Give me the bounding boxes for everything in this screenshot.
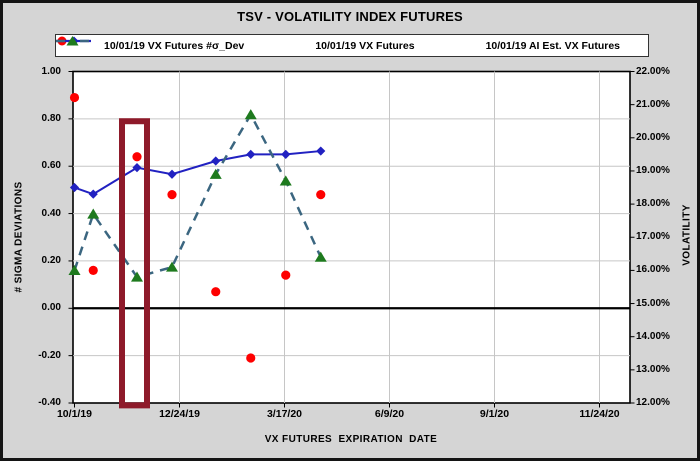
plot-canvas — [68, 70, 635, 409]
data-point-diamond — [281, 149, 291, 159]
data-point-triangle — [68, 264, 81, 275]
data-point-triangle — [279, 175, 292, 186]
data-point-circle — [316, 190, 326, 200]
data-point-diamond — [211, 156, 221, 166]
right-axis-tick-label: 16.00% — [636, 264, 670, 276]
legend-item-ai-est: 10/01/19 AI Est. VX Futures — [56, 36, 620, 52]
highlight-rect — [119, 118, 150, 409]
data-point-diamond — [316, 146, 326, 156]
data-point-triangle — [166, 261, 178, 272]
data-point-diamond — [88, 189, 98, 199]
data-point-circle — [132, 152, 142, 162]
right-axis-tick-label: 22.00% — [636, 65, 670, 77]
data-point-diamond — [132, 163, 142, 173]
legend-label: 10/01/19 AI Est. VX Futures — [485, 39, 620, 52]
data-point-triangle — [244, 109, 257, 120]
data-point-triangle — [314, 251, 327, 262]
series-line-diamond — [74, 150, 321, 196]
plot-area — [72, 70, 631, 404]
right-axis-tick-label: 19.00% — [636, 164, 670, 176]
left-axis-tick-label: 0.20 — [41, 254, 61, 266]
left-axis-tick-label: -0.20 — [38, 349, 61, 361]
series-line-triangle — [73, 112, 322, 279]
data-point-diamond — [167, 169, 177, 179]
right-axis-tick-label: 18.00% — [636, 198, 670, 210]
left-axis-tick-label: 1.00 — [41, 65, 61, 77]
chart-title: TSV - VOLATILITY INDEX FUTURES — [237, 9, 463, 24]
left-axis-tick-label: 0.00 — [41, 302, 61, 314]
right-axis-tick-label: 17.00% — [636, 231, 670, 243]
legend-label: 10/01/19 VX Futures #σ_Dev — [104, 39, 245, 52]
data-point-circle — [167, 190, 177, 200]
legend-label: 10/01/19 VX Futures — [315, 39, 415, 52]
data-point-circle — [281, 270, 291, 280]
right-axis-tick-label: 15.00% — [636, 297, 670, 309]
data-point-triangle — [87, 208, 100, 219]
left-axis-tick-label: 0.60 — [41, 160, 61, 172]
legend-item-sigma-dev: 10/01/19 VX Futures #σ_Dev — [57, 36, 245, 52]
x-axis-title: VX FUTURES EXPIRATION DATE — [264, 434, 438, 445]
data-point-circle — [211, 287, 221, 297]
x-axis-tick-label: 12/24/19 — [159, 408, 200, 420]
left-axis-title: # SIGMA DEVIATIONS — [13, 181, 25, 293]
data-point-circle — [246, 353, 256, 363]
legend: 10/01/19 VX Futures #σ_Dev 10/01/19 VX F… — [55, 34, 649, 57]
data-point-circle — [88, 265, 98, 275]
right-axis-tick-label: 21.00% — [636, 98, 670, 110]
right-axis-tick-label: 13.00% — [636, 363, 670, 375]
dash-triangle-marker-icon — [56, 36, 89, 46]
data-point-triangle — [131, 271, 143, 282]
x-axis-tick-label: 6/9/20 — [374, 408, 405, 420]
data-point-triangle — [209, 168, 222, 179]
x-axis-tick-label: 9/1/20 — [479, 408, 510, 420]
right-axis-tick-label: 20.00% — [636, 131, 670, 143]
data-point-diamond — [69, 182, 80, 193]
x-axis-tick-label: 3/17/20 — [266, 408, 303, 420]
left-axis-tick-label: -0.40 — [38, 397, 61, 408]
data-point-diamond — [246, 149, 256, 159]
x-axis-tick-label: 11/24/20 — [579, 408, 620, 420]
left-axis-tick-label: 0.40 — [41, 207, 61, 219]
left-axis-tick-label: 0.80 — [41, 112, 61, 124]
right-axis-tick-label: 12.00% — [636, 397, 670, 408]
x-axis-tick-label: 10/1/19 — [56, 408, 93, 420]
data-point-circle — [69, 92, 80, 103]
right-axis-tick-label: 14.00% — [636, 330, 670, 342]
